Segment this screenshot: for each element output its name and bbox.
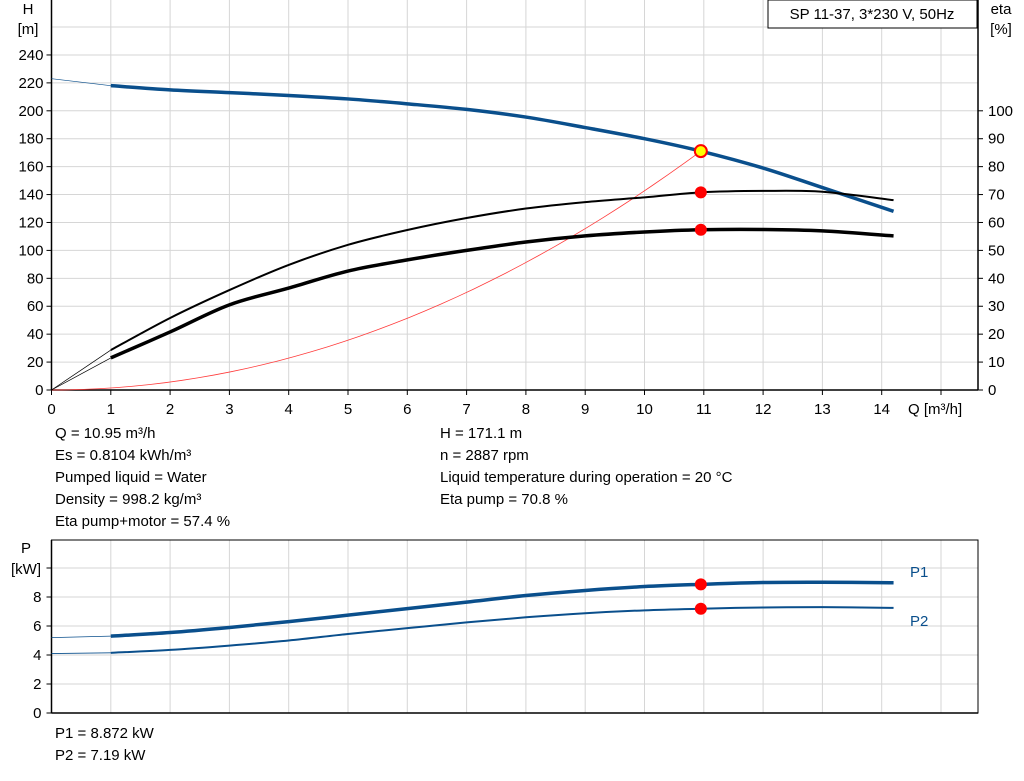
info-eta-pump-motor: Eta pump+motor = 57.4 % <box>55 513 231 530</box>
chart-title: SP 11-37, 3*230 V, 50Hz <box>790 6 955 23</box>
y2-tick-label: 10 <box>988 354 1005 371</box>
y2-tick-label: 40 <box>988 270 1005 287</box>
y2-tick-label: 50 <box>988 242 1005 259</box>
duty-point-head <box>693 144 708 159</box>
x-tick-label: 1 <box>107 401 115 418</box>
x-tick-label: 14 <box>873 401 890 418</box>
y-tick-label: 180 <box>18 131 43 148</box>
info-liquid: Pumped liquid = Water <box>55 469 207 486</box>
info-right: H = 171.1 m n = 2887 rpm Liquid temperat… <box>440 423 732 511</box>
info-q: Q = 10.95 m³/h <box>55 425 156 442</box>
x-tick-label: 9 <box>581 401 589 418</box>
power-y-tick-label: 8 <box>33 589 41 606</box>
duty-point-p1 <box>694 578 707 591</box>
x-tick-label: 10 <box>636 401 653 418</box>
x-tick-label: 8 <box>522 401 530 418</box>
y-tick-label: 40 <box>27 326 44 343</box>
y2-tick-label: 100 <box>988 103 1013 120</box>
x-axis-label: Q [m³/h] <box>908 401 962 418</box>
info-n: n = 2887 rpm <box>440 447 529 464</box>
y-tick-label: 120 <box>18 214 43 231</box>
eta-pump-motor-extrapolated-line <box>51 357 111 391</box>
y-tick-label: 0 <box>35 382 43 399</box>
x-tick-label: 4 <box>285 401 293 418</box>
y-tick-label: 200 <box>18 103 43 120</box>
info-left: Q = 10.95 m³/h Es = 0.8104 kWh/m³ Pumped… <box>55 423 230 533</box>
y-tick-label: 220 <box>18 75 43 92</box>
x-tick-label: 0 <box>47 401 55 418</box>
duty-point-eta-pump <box>694 186 707 199</box>
y-tick-label: 140 <box>18 187 43 204</box>
eta-pump-extrapolated-line <box>51 349 111 391</box>
head-extrapolated-line <box>51 78 111 87</box>
x-tick-label: 2 <box>166 401 174 418</box>
info-p2: P2 = 7.19 kW <box>55 747 146 764</box>
y2-axis-unit: [%] <box>990 21 1012 38</box>
power-y-tick-label: 2 <box>33 676 41 693</box>
y-tick-label: 100 <box>18 242 43 259</box>
y-tick-label: 160 <box>18 159 43 176</box>
x-tick-label: 11 <box>696 401 712 418</box>
eta-pump-motor-curve <box>110 227 894 360</box>
info-p1: P1 = 8.872 kW <box>55 725 154 742</box>
y2-tick-label: 90 <box>988 131 1005 148</box>
y-axis-unit: [m] <box>18 21 39 38</box>
y2-tick-label: 30 <box>988 298 1005 315</box>
x-tick-label: 7 <box>462 401 470 418</box>
info-eta-pump: Eta pump = 70.8 % <box>440 491 568 508</box>
system-curve <box>51 150 702 391</box>
info-density: Density = 998.2 kg/m³ <box>55 491 202 508</box>
x-tick-label: 3 <box>225 401 233 418</box>
y-tick-label: 240 <box>18 47 43 64</box>
y2-tick-label: 60 <box>988 214 1005 231</box>
eta-pump-curve <box>110 189 894 351</box>
power-y-tick-label: 4 <box>33 647 41 664</box>
power-P2-curve <box>110 606 894 654</box>
power-y-tick-label: 6 <box>33 618 41 635</box>
head-curve <box>110 83 895 213</box>
power-P2-extrapolated-line <box>51 652 111 654</box>
y2-tick-label: 80 <box>988 159 1005 176</box>
y-tick-label: 60 <box>27 298 44 315</box>
power-y-axis-label: P <box>21 540 31 557</box>
info-es: Es = 0.8104 kWh/m³ <box>55 447 192 464</box>
x-tick-label: 13 <box>814 401 831 418</box>
duty-point-eta-pump-motor <box>694 223 707 236</box>
y2-axis-label: eta <box>991 1 1013 18</box>
power-y-tick-label: 0 <box>33 705 41 722</box>
y2-tick-label: 0 <box>988 382 996 399</box>
info-power: P1 = 8.872 kW P2 = 7.19 kW <box>55 723 154 767</box>
info-h: H = 171.1 m <box>440 425 523 442</box>
y2-tick-label: 20 <box>988 326 1005 343</box>
x-tick-label: 6 <box>403 401 411 418</box>
x-tick-label: 12 <box>755 401 772 418</box>
title-box <box>767 0 978 29</box>
y-tick-label: 20 <box>27 354 44 371</box>
power-y-axis-unit: [kW] <box>11 561 41 578</box>
y2-tick-label: 70 <box>988 187 1005 204</box>
info-temp: Liquid temperature during operation = 20… <box>440 469 733 486</box>
power-P1-extrapolated-line <box>51 635 111 638</box>
power-P1-curve <box>110 580 894 638</box>
duty-point-p2 <box>694 602 707 615</box>
power-P2-label: P2 <box>910 613 928 630</box>
power-P1-label: P1 <box>910 564 928 581</box>
x-tick-label: 5 <box>344 401 352 418</box>
y-tick-label: 80 <box>27 270 44 287</box>
y-axis-label: H <box>23 1 34 18</box>
